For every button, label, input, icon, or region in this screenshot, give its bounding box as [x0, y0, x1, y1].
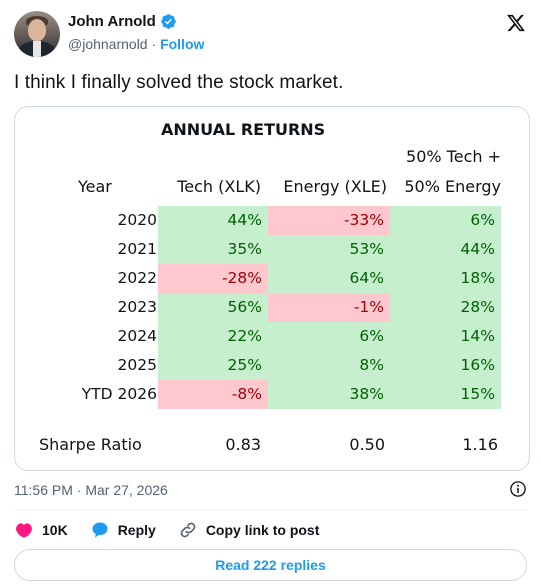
cell-combo: 15%: [390, 380, 501, 409]
reply-icon: [92, 522, 108, 538]
cell-combo: 14%: [390, 322, 501, 351]
cell-tech: 25%: [158, 351, 268, 380]
sharpe-combo: 1.16: [462, 435, 498, 454]
like-button[interactable]: 10K: [14, 520, 68, 540]
row-year: YTD 2026: [81, 385, 157, 403]
table-title: ANNUAL RETURNS: [161, 120, 326, 139]
row-year: 2021: [117, 240, 157, 258]
heart-icon: [16, 523, 32, 538]
header-combo-line1: 50% Tech +: [406, 147, 501, 166]
author-name[interactable]: John Arnold: [68, 13, 156, 30]
action-bar: 10K Reply Copy link to post: [14, 520, 341, 540]
follow-button[interactable]: Follow: [160, 36, 205, 52]
cell-energy: 6%: [268, 322, 390, 351]
cell-tech: 44%: [158, 206, 268, 235]
cell-energy: 8%: [268, 351, 390, 380]
cell-energy: -1%: [268, 293, 390, 322]
avatar[interactable]: [14, 11, 60, 57]
header-tech: Tech (XLK): [177, 177, 261, 196]
cell-energy: -33%: [268, 206, 390, 235]
tweet-text: I think I finally solved the stock marke…: [14, 72, 344, 93]
verified-badge-icon: [161, 14, 176, 29]
copy-link-label: Copy link to post: [205, 522, 320, 538]
returns-table: ANNUAL RETURNS 50% Tech + Year Tech (XLK…: [15, 107, 529, 470]
cell-energy: 38%: [268, 380, 390, 409]
link-icon: [180, 522, 196, 538]
row-year: 2025: [117, 356, 157, 374]
sharpe-energy: 0.50: [349, 435, 385, 454]
header-combo-line2: 50% Energy: [404, 177, 501, 196]
cell-tech: 56%: [158, 293, 268, 322]
cell-tech: -28%: [158, 264, 268, 293]
cell-tech: 22%: [158, 322, 268, 351]
post-timestamp[interactable]: 11:56 PM · Mar 27, 2026: [14, 482, 168, 498]
info-icon[interactable]: [509, 480, 527, 498]
cell-tech: 35%: [158, 235, 268, 264]
cell-energy: 64%: [268, 264, 390, 293]
reply-label: Reply: [117, 522, 156, 538]
tweet-image[interactable]: ANNUAL RETURNS 50% Tech + Year Tech (XLK…: [14, 106, 530, 471]
cell-combo: 18%: [390, 264, 501, 293]
row-year: 2020: [117, 211, 157, 229]
handle-row: @johnarnold · Follow: [68, 36, 204, 52]
x-logo-icon[interactable]: [505, 13, 527, 33]
cell-tech: -8%: [158, 380, 268, 409]
read-replies-button[interactable]: Read 222 replies: [14, 549, 527, 581]
handle-separator: ·: [151, 36, 157, 52]
author-handle[interactable]: @johnarnold: [68, 36, 148, 52]
row-year: 2024: [117, 327, 157, 345]
author-name-row[interactable]: John Arnold: [68, 13, 177, 30]
cell-energy: 53%: [268, 235, 390, 264]
reply-button[interactable]: Reply: [90, 520, 156, 540]
cell-combo: 28%: [390, 293, 501, 322]
divider: [14, 509, 527, 510]
sharpe-label: Sharpe Ratio: [39, 435, 142, 454]
row-year: 2022: [117, 269, 157, 287]
row-year: 2023: [117, 298, 157, 316]
copy-link-button[interactable]: Copy link to post: [178, 520, 320, 540]
like-count: 10K: [42, 522, 68, 538]
cell-combo: 16%: [390, 351, 501, 380]
cell-combo: 44%: [390, 235, 501, 264]
header-energy: Energy (XLE): [283, 177, 387, 196]
header-year: Year: [78, 177, 112, 196]
sharpe-tech: 0.83: [225, 435, 261, 454]
cell-combo: 6%: [390, 206, 501, 235]
